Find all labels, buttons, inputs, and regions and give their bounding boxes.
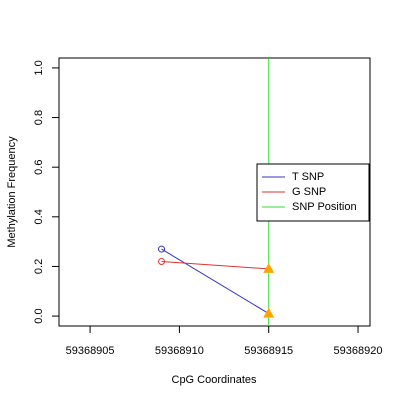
- y-tick-label: 0.0: [33, 308, 45, 323]
- legend-label: SNP Position: [292, 201, 357, 213]
- snp-marker: [263, 307, 275, 318]
- y-tick-label: 0.8: [33, 110, 45, 125]
- y-axis-label: Methylation Frequency: [6, 136, 18, 248]
- y-tick-label: 1.0: [33, 60, 45, 75]
- point-marker: [158, 257, 166, 265]
- series-line: [161, 248, 269, 315]
- x-tick-label: 59368910: [155, 345, 204, 357]
- legend-label: G SNP: [292, 186, 326, 198]
- x-tick-label: 59368915: [244, 345, 293, 357]
- plot-box: [58, 57, 371, 327]
- y-tick-label: 0.4: [33, 209, 45, 224]
- y-tick-label: 0.6: [33, 160, 45, 175]
- x-axis-label: CpG Coordinates: [172, 374, 257, 386]
- series-line: [161, 260, 269, 270]
- point-marker: [158, 245, 166, 253]
- x-tick-label: 59368905: [66, 345, 115, 357]
- snp-marker: [263, 262, 275, 273]
- legend-label: T SNP: [292, 171, 324, 183]
- y-tick-label: 0.2: [33, 259, 45, 274]
- x-tick-label: 59368920: [334, 345, 383, 357]
